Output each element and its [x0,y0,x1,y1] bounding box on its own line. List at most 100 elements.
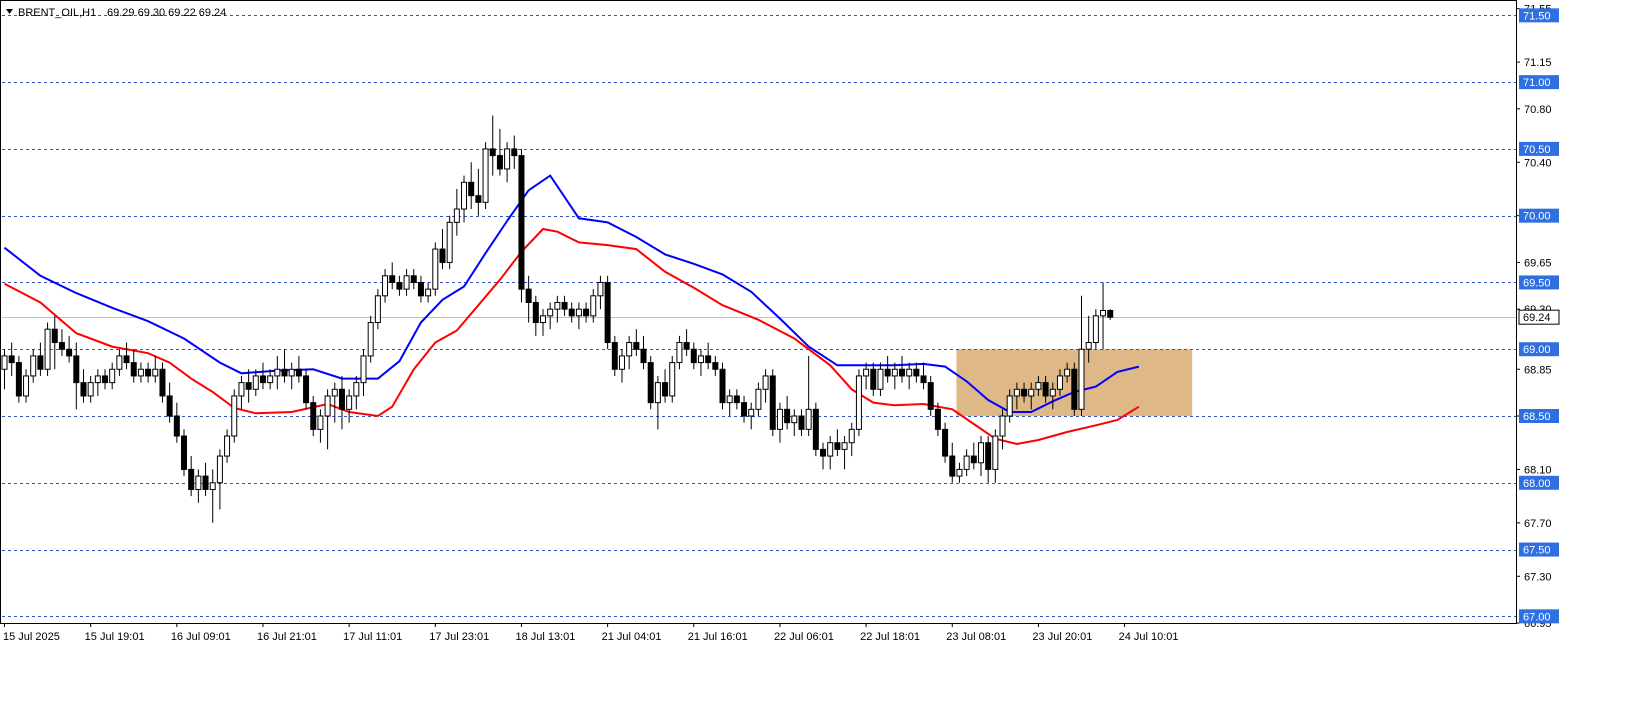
candle-body [827,442,834,457]
candle [597,275,604,310]
level-price-badge-label: 68.00 [1523,478,1551,490]
candle-body [109,368,116,384]
candle [848,422,855,457]
candle-body [547,308,554,317]
candle-body [1021,388,1028,397]
moving-average-fast [4,227,1140,446]
chart-title-symbol: BRENT_OIL,H1 [18,7,96,19]
candle [561,295,568,316]
level-price-badge-label: 69.00 [1523,344,1551,356]
candle [346,389,353,423]
candle [863,362,870,390]
candle [152,355,159,383]
candle [496,128,503,176]
candle-body [568,308,575,317]
candle-body [1,355,8,370]
candle-body [58,342,65,350]
candle-body [482,148,489,203]
candle-body [374,295,381,324]
candle-body [906,368,913,377]
candle-body [145,368,152,377]
candle [518,148,525,303]
candle-body [554,301,561,310]
candle [130,349,137,383]
candle [202,462,209,497]
candle-body [382,275,389,297]
candle [475,168,482,216]
candle [504,142,511,183]
candle [776,402,783,443]
candle-body [252,375,259,390]
candle-body [303,375,310,404]
candle [425,282,432,303]
candle-body [202,475,209,490]
candle [58,329,65,356]
candle [547,302,554,330]
candle-body [274,368,281,377]
candle-body [820,448,827,457]
candle [324,389,331,450]
candle-body [676,342,683,364]
candle [741,395,748,423]
candle [999,409,1006,450]
candle [238,375,245,410]
candle [755,382,762,416]
candle-body [461,181,468,210]
candle [963,449,970,477]
candle-body [733,395,740,404]
candle-body [173,415,180,437]
candle-body [949,455,956,477]
candle-body [489,148,496,157]
time-tick-label: 16 Jul 09:01 [171,631,231,643]
candle [611,335,618,376]
candle-body [1028,388,1035,397]
candle [920,362,927,390]
candle [1092,309,1099,350]
candle [805,355,812,437]
level-price-badge [1519,609,1559,624]
candle-body [669,362,676,397]
candle [331,382,338,423]
candle [1071,362,1078,416]
candles-layer [1,115,1114,523]
time-tick-label: 24 Jul 10:01 [1119,631,1179,643]
candle [87,375,94,403]
candle-body [66,348,73,357]
candle-body [812,408,819,450]
candle [1006,389,1013,423]
candle-body [891,368,898,377]
candle-body [726,395,733,404]
candle-body [805,408,812,430]
candle-body [697,355,704,364]
candle-body [1006,395,1013,417]
candle-body [410,275,417,283]
symbol-dropdown-icon[interactable] [6,9,13,14]
candle-body [798,415,805,430]
candle-body [37,355,44,370]
candle-body [216,455,223,484]
candle [568,302,575,323]
candle [1078,295,1085,416]
candle [209,469,216,523]
candle-body [870,368,877,390]
candle-body [712,362,719,370]
candle [281,349,288,383]
candle [676,335,683,370]
candle [1085,315,1092,363]
candle [109,362,116,390]
candle [353,375,360,410]
candle-body [288,368,295,377]
candle-body [475,195,482,203]
candle-body [209,482,216,490]
candle [934,402,941,437]
candle [525,275,532,323]
level-price-badge-label: 67.50 [1523,545,1551,557]
candle [274,355,281,390]
candle-body [102,375,109,384]
candle-body [281,368,288,377]
candle-body [791,415,798,424]
candle [338,375,345,430]
price-tick-label: 68.85 [1524,364,1552,376]
